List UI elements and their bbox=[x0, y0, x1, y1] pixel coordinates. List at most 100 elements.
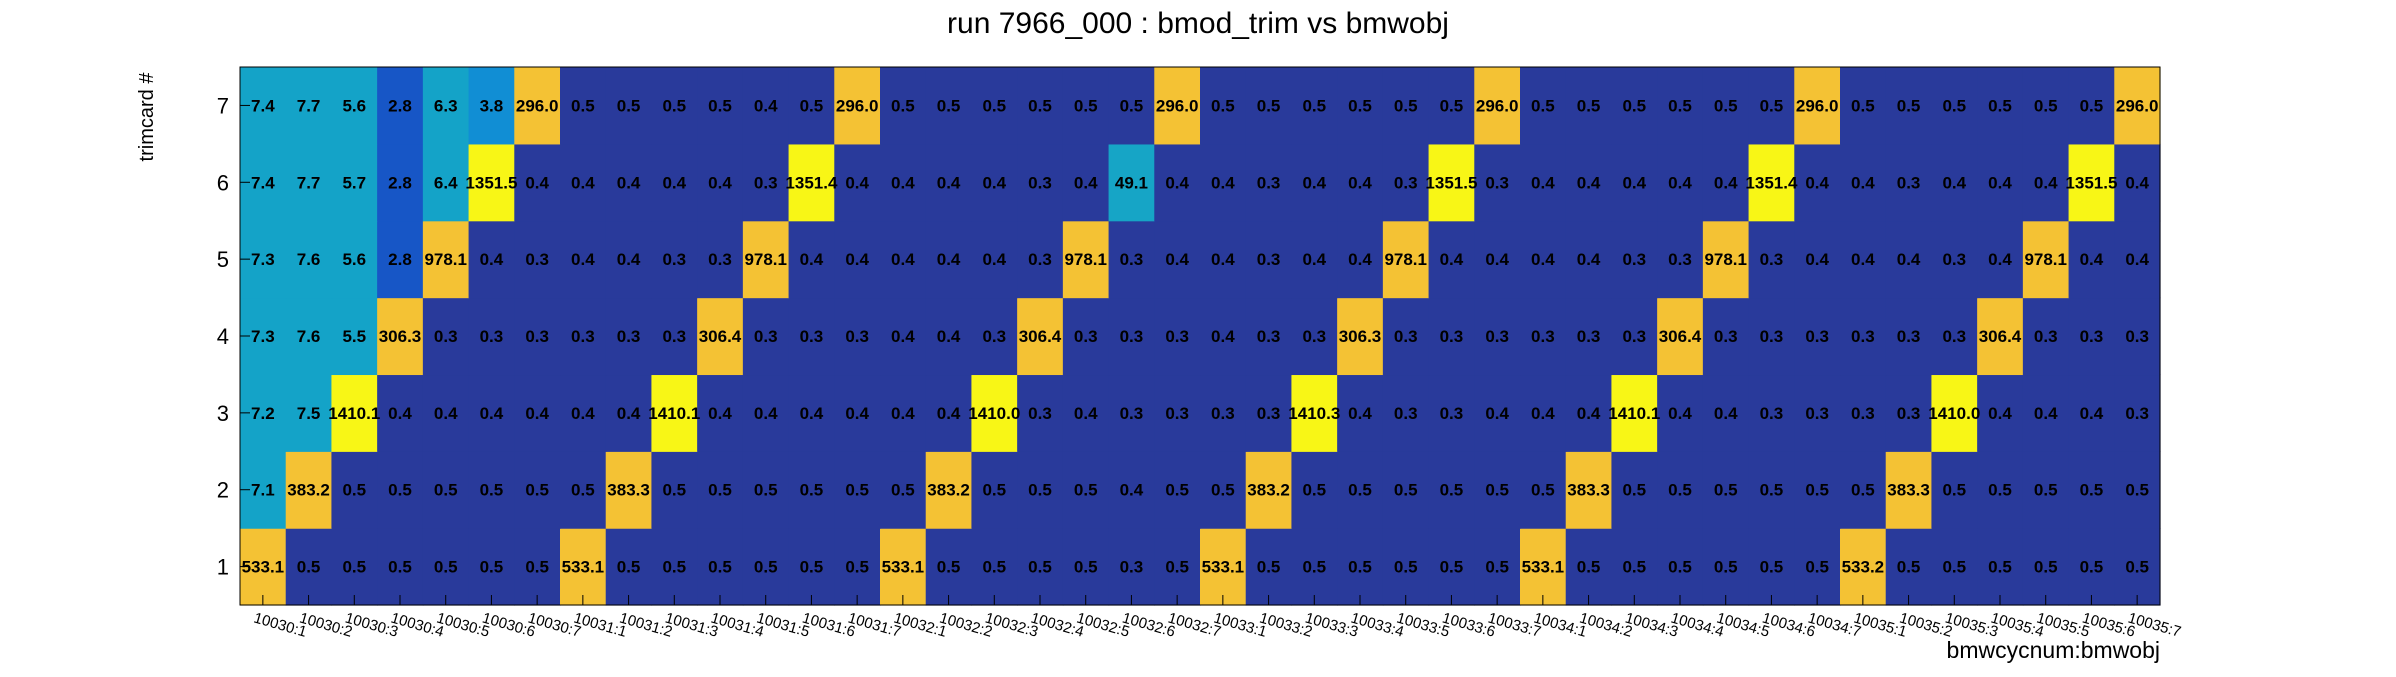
heatmap-cell bbox=[1108, 297, 1155, 376]
cell-value-label: 0.3 bbox=[525, 327, 549, 346]
heatmap-cell bbox=[925, 451, 973, 529]
cell-value-label: 0.5 bbox=[1988, 481, 2012, 500]
heatmap-cell bbox=[651, 220, 698, 299]
cell-value-label: 0.3 bbox=[1760, 327, 1784, 346]
cell-value-label: 6.4 bbox=[434, 173, 458, 192]
cell-value-label: 1410.3 bbox=[1288, 404, 1340, 423]
cell-value-label: 0.5 bbox=[1440, 481, 1464, 500]
heatmap-cell bbox=[422, 143, 470, 222]
cell-value-label: 0.3 bbox=[1302, 327, 1326, 346]
heatmap-cell bbox=[1154, 374, 1201, 452]
cell-value-label: 0.5 bbox=[1485, 481, 1509, 500]
cell-value-label: 0.4 bbox=[434, 404, 458, 423]
cell-value-label: 0.4 bbox=[891, 327, 915, 346]
cell-value-label: 0.5 bbox=[1942, 96, 1966, 115]
cell-value-label: 0.4 bbox=[2080, 404, 2104, 423]
cell-value-label: 0.5 bbox=[1440, 558, 1464, 577]
heatmap-cell bbox=[1931, 451, 1978, 529]
heatmap-cell bbox=[377, 374, 424, 452]
y-tick-label: 3 bbox=[217, 401, 229, 426]
heatmap-cell bbox=[2068, 220, 2115, 299]
cell-value-label: 0.3 bbox=[1897, 327, 1921, 346]
heatmap-cell bbox=[1931, 374, 1978, 452]
heatmap-cell bbox=[605, 451, 653, 529]
heatmap-cell bbox=[2068, 143, 2115, 222]
heatmap-cell bbox=[1245, 220, 1293, 299]
cell-value-label: 0.3 bbox=[1440, 327, 1464, 346]
cell-value-label: 0.4 bbox=[754, 96, 778, 115]
cell-value-label: 0.5 bbox=[617, 558, 641, 577]
heatmap-cell bbox=[1931, 220, 1978, 299]
heatmap-cell bbox=[697, 451, 744, 529]
heatmap-cell bbox=[1154, 67, 1201, 145]
heatmap-cell bbox=[1977, 374, 2024, 452]
cell-value-label: 0.4 bbox=[982, 250, 1006, 269]
cell-value-labels: 533.1 0.5 0.5 0.5 0.5 0.5 0.5 533.1 0.5 0.5 0.5 0.5… bbox=[242, 96, 2159, 576]
heatmap-cell bbox=[1382, 528, 1430, 606]
heatmap-cell bbox=[1520, 297, 1567, 376]
heatmap-cell bbox=[514, 451, 561, 529]
cell-value-label: 7.3 bbox=[251, 250, 275, 269]
heatmap-cell bbox=[514, 297, 561, 376]
cell-value-label: 0.5 bbox=[1120, 96, 1144, 115]
heatmap-cell bbox=[1245, 67, 1293, 145]
cell-value-label: 0.4 bbox=[1988, 404, 2012, 423]
cell-value-label: 0.5 bbox=[891, 96, 915, 115]
heatmap-cell bbox=[1840, 374, 1887, 452]
heatmap-cell bbox=[1794, 297, 1841, 376]
cell-value-label: 0.3 bbox=[1394, 173, 1418, 192]
cell-value-label: 0.3 bbox=[1851, 327, 1875, 346]
heatmap-cell bbox=[1291, 143, 1338, 222]
cell-value-label: 0.3 bbox=[845, 327, 869, 346]
cell-value-label: 0.5 bbox=[1394, 481, 1418, 500]
cell-value-label: 0.5 bbox=[1851, 481, 1875, 500]
heatmap-cell bbox=[1154, 297, 1201, 376]
cell-value-label: 0.5 bbox=[845, 558, 869, 577]
heatmap-cell bbox=[742, 297, 790, 376]
heatmap-cell bbox=[1931, 297, 1978, 376]
y-axis-label: trimcard # bbox=[136, 72, 158, 162]
cell-value-label: 0.5 bbox=[982, 558, 1006, 577]
cell-value-label: 0.4 bbox=[891, 404, 915, 423]
heatmap-cell bbox=[377, 220, 424, 299]
cell-value-label: 0.3 bbox=[1942, 327, 1966, 346]
heatmap-cell bbox=[1611, 67, 1658, 145]
heatmap-cell bbox=[1611, 528, 1658, 606]
cell-value-label: 306.4 bbox=[1659, 327, 1702, 346]
heatmap-cell bbox=[1794, 220, 1841, 299]
heatmap-cell bbox=[742, 528, 790, 606]
heatmap-cell bbox=[1200, 220, 1247, 299]
cell-value-label: 0.3 bbox=[1851, 404, 1875, 423]
cell-value-label: 0.5 bbox=[1622, 96, 1646, 115]
heatmap-cell bbox=[1428, 374, 1475, 452]
heatmap-cell bbox=[514, 374, 561, 452]
heatmap-cell bbox=[468, 220, 515, 299]
cell-value-label: 0.4 bbox=[571, 173, 595, 192]
heatmap-cell bbox=[422, 528, 470, 606]
cell-value-label: 296.0 bbox=[1796, 96, 1839, 115]
heatmap-cell bbox=[1794, 143, 1841, 222]
heatmap-cell bbox=[1702, 374, 1750, 452]
cell-value-label: 0.4 bbox=[891, 250, 915, 269]
cell-value-label: 0.3 bbox=[1394, 404, 1418, 423]
cell-value-label: 0.5 bbox=[1348, 481, 1372, 500]
heatmap-cell bbox=[697, 297, 744, 376]
cell-value-label: 0.5 bbox=[2034, 558, 2058, 577]
cell-value-label: 0.5 bbox=[2080, 96, 2104, 115]
cell-value-label: 0.4 bbox=[1988, 173, 2012, 192]
cell-value-label: 0.5 bbox=[982, 96, 1006, 115]
cell-value-label: 0.4 bbox=[1622, 173, 1646, 192]
cell-value-label: 0.4 bbox=[1531, 250, 1555, 269]
heatmap-cell bbox=[971, 451, 1018, 529]
cell-value-label: 0.4 bbox=[845, 173, 869, 192]
cell-value-label: 0.5 bbox=[1577, 558, 1601, 577]
heatmap-cell bbox=[834, 143, 881, 222]
heatmap-cell bbox=[1062, 528, 1110, 606]
heatmap-cell bbox=[1977, 143, 2024, 222]
heatmap-cell bbox=[971, 528, 1018, 606]
cell-value-label: 0.4 bbox=[1165, 173, 1189, 192]
heatmap-cells bbox=[240, 67, 2161, 606]
cell-value-label: 7.6 bbox=[297, 250, 321, 269]
cell-value-label: 7.4 bbox=[251, 173, 275, 192]
cell-value-label: 0.3 bbox=[754, 327, 778, 346]
